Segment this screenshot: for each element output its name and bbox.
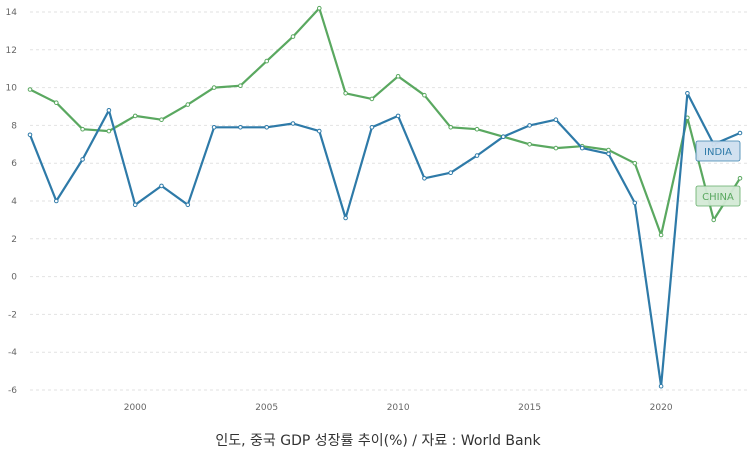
india-point — [317, 128, 322, 134]
china-series — [27, 5, 743, 238]
india-point — [448, 170, 454, 175]
china-point — [527, 142, 532, 147]
china-label: CHINA — [695, 185, 741, 207]
series-labels: INDIA CHINA — [695, 140, 741, 207]
india-label-box — [695, 140, 741, 162]
india-point — [527, 123, 532, 128]
india-point — [606, 151, 611, 157]
china-line — [28, 7, 742, 237]
india-point — [553, 117, 559, 122]
india-line — [28, 92, 742, 388]
china-point — [132, 113, 138, 119]
y-tick-label: 12 — [6, 46, 17, 56]
india-point — [474, 153, 480, 158]
y-axis-ticks: 14 12 10 8 6 4 2 0 -2 -4 -6 — [6, 8, 18, 396]
series — [27, 5, 743, 389]
y-tick-label: 4 — [11, 197, 17, 207]
china-point — [422, 92, 427, 98]
china-point — [632, 160, 638, 166]
india-label-text: INDIA — [704, 147, 732, 158]
india-point — [579, 145, 585, 151]
china-point — [317, 5, 322, 11]
china-point — [185, 102, 191, 107]
china-point — [448, 125, 454, 130]
china-point — [106, 128, 112, 134]
y-tick-label: -2 — [8, 310, 17, 320]
india-point — [106, 108, 112, 113]
india-point — [54, 198, 59, 204]
china-point — [238, 83, 243, 88]
india-point — [264, 125, 270, 130]
india-series — [27, 91, 743, 389]
india-point — [159, 183, 164, 189]
india-point — [211, 125, 217, 130]
china-point — [264, 58, 270, 64]
india-point — [422, 176, 427, 181]
india-point — [132, 202, 138, 208]
china-point — [553, 145, 559, 151]
x-tick-label: 2020 — [650, 403, 673, 413]
y-tick-label: 6 — [11, 159, 17, 169]
grid — [30, 11, 750, 391]
china-point — [54, 100, 59, 105]
china-point — [290, 34, 296, 39]
china-point — [369, 96, 375, 102]
chart-caption: 인도, 중국 GDP 성장률 추이(%) / 자료 : World Bank — [215, 433, 541, 449]
india-point — [80, 157, 85, 162]
india-point — [369, 125, 375, 130]
x-tick-label: 2005 — [255, 403, 278, 413]
india-point — [238, 125, 243, 130]
y-tick-label: 14 — [6, 8, 18, 18]
india-point — [658, 383, 664, 389]
india-point — [737, 130, 743, 136]
india-point — [343, 215, 348, 221]
gdp-growth-line-chart: 14 12 10 8 6 4 2 0 -2 -4 -6 2000 2005 2010 2015 2020 I… — [6, 5, 750, 413]
india-point — [290, 121, 296, 126]
india-point — [27, 132, 33, 138]
china-point — [159, 117, 164, 122]
china-point — [658, 232, 664, 238]
india-point — [501, 134, 506, 139]
china-point — [606, 147, 611, 153]
india-point — [395, 113, 401, 119]
x-tick-label: 2000 — [124, 403, 147, 413]
china-point — [737, 176, 743, 181]
china-label-box — [695, 185, 741, 207]
x-axis-ticks: 2000 2005 2010 2015 2020 — [124, 403, 673, 413]
y-tick-label: 10 — [6, 84, 18, 94]
india-point — [685, 91, 690, 96]
china-point — [211, 85, 217, 90]
y-tick-label: 2 — [11, 235, 17, 245]
x-tick-label: 2015 — [518, 403, 541, 413]
china-point — [711, 217, 717, 223]
china-point — [343, 91, 348, 96]
y-tick-label: 8 — [11, 121, 17, 131]
india-label: INDIA — [695, 140, 741, 162]
y-tick-label: 0 — [11, 273, 17, 283]
x-tick-label: 2010 — [387, 403, 410, 413]
india-point — [632, 200, 638, 206]
y-tick-label: -4 — [8, 348, 17, 358]
china-point — [395, 74, 401, 79]
china-point — [474, 126, 480, 132]
y-tick-label: -6 — [8, 386, 17, 396]
china-point — [80, 126, 85, 132]
china-point — [27, 87, 33, 92]
india-point — [185, 202, 191, 208]
china-label-text: CHINA — [702, 192, 734, 203]
